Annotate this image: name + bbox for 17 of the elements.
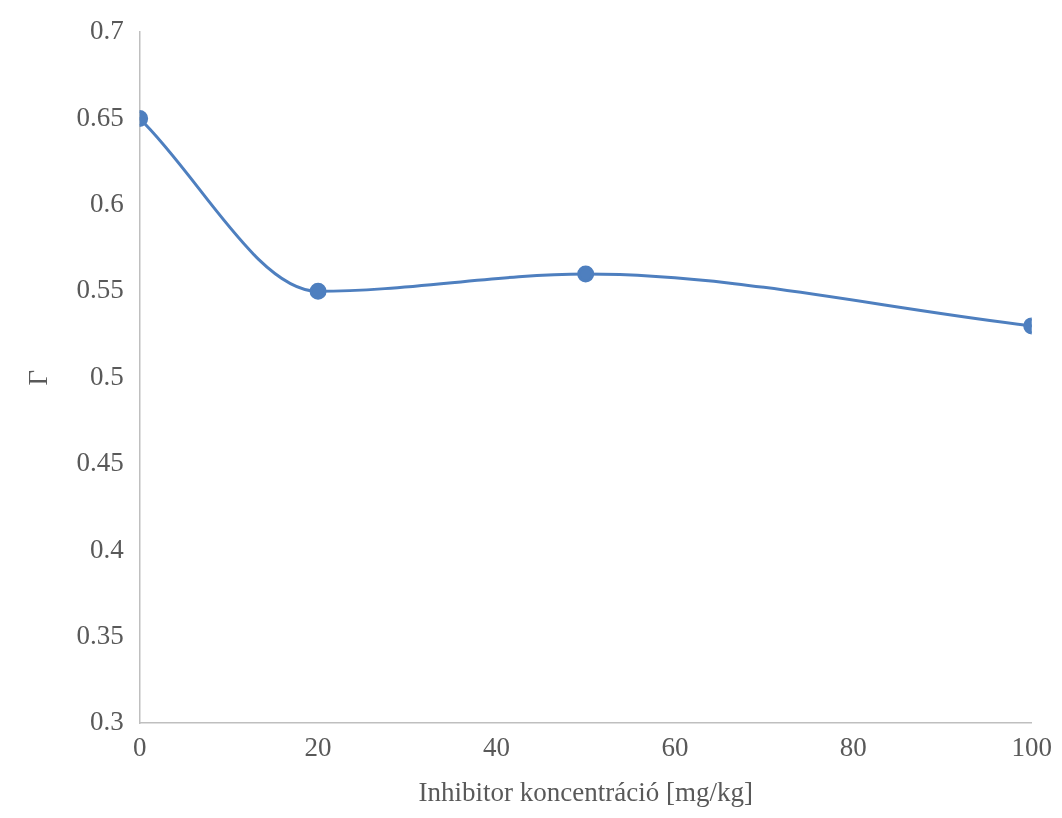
x-tick-label: 20: [304, 732, 332, 763]
x-tick-label: 100: [1011, 732, 1052, 763]
x-tick-label: 40: [482, 732, 510, 763]
x-axis-title: Inhibitor koncentráció [mg/kg]: [418, 776, 753, 807]
y-tick-label: 0.4: [89, 533, 125, 564]
x-tick-label: 80: [839, 732, 867, 763]
y-tick-label: 0.35: [76, 619, 124, 650]
x-tick-label: 60: [661, 732, 689, 763]
y-tick-label: 0.3: [89, 706, 124, 737]
y-tick-label: 0.65: [76, 101, 124, 132]
y-tick-label: 0.5: [89, 360, 124, 391]
y-axis-title: Γ: [23, 369, 54, 386]
y-tick-label: 0.7: [89, 15, 124, 46]
x-tick-label: 0: [132, 732, 147, 763]
y-tick-label: 0.6: [89, 188, 124, 219]
y-tick-label: 0.55: [76, 274, 124, 305]
y-tick-label: 0.45: [76, 447, 124, 478]
